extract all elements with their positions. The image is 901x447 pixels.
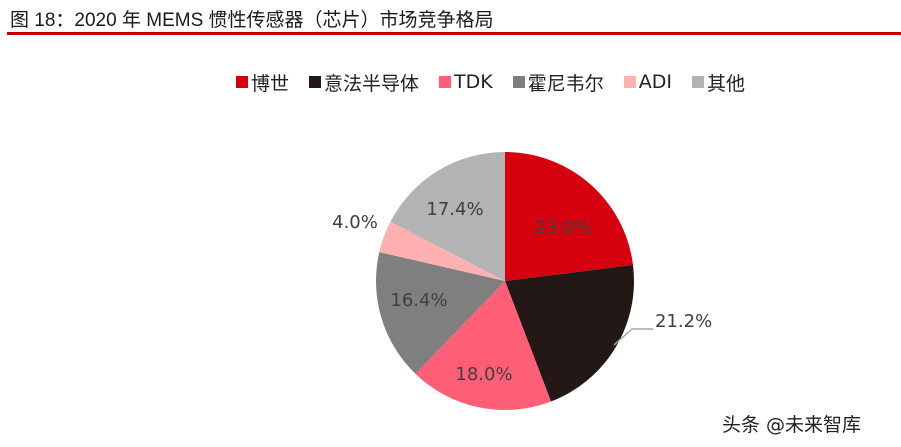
data-label-tdk: 18.0% (455, 364, 512, 385)
legend-item-tdk: TDK (439, 71, 493, 93)
leader-line-st (613, 328, 653, 346)
pie-data-labels: 23.0% 21.2% 18.0% 16.4% 4.0% 17.4% (332, 199, 712, 385)
pie-slice-tdk (415, 281, 551, 411)
watermark: 头条 @未来智库 (722, 414, 862, 436)
chart-legend: 博世 意法半导体 TDK 霍尼韦尔 ADI 其他 (236, 68, 745, 96)
data-label-st: 21.2% (655, 311, 712, 332)
legend-swatch-others (691, 76, 704, 88)
pie-slices (376, 152, 634, 411)
legend-label-others: 其他 (706, 72, 745, 95)
pie-slice-st (505, 264, 634, 402)
pie-slice-adi (379, 221, 505, 281)
data-label-others: 17.4% (426, 199, 483, 220)
legend-label-adi: ADI (638, 71, 672, 93)
legend-swatch-adi (623, 76, 636, 88)
legend-item-adi: ADI (623, 71, 672, 93)
legend-swatch-tdk (439, 76, 452, 88)
data-label-adi: 4.0% (332, 212, 378, 233)
pie-slice-others (390, 152, 505, 281)
data-label-bosch: 23.0% (534, 217, 591, 238)
pie-leader-lines (613, 328, 653, 346)
pie-slice-honeywell (376, 252, 505, 374)
legend-label-st: 意法半导体 (324, 72, 420, 95)
legend-item-bosch: 博世 (236, 69, 289, 96)
figure-title: 图 18：2020 年 MEMS 惯性传感器（芯片）市场竞争格局 (10, 10, 494, 31)
legend-item-st: 意法半导体 (309, 69, 419, 96)
pie-slice-bosch (505, 152, 633, 281)
legend-label-honeywell: 霍尼韦尔 (527, 72, 604, 95)
legend-swatch-st (309, 76, 322, 88)
legend-swatch-bosch (236, 76, 248, 88)
title-underline (7, 32, 901, 35)
legend-item-others: 其他 (691, 69, 745, 96)
legend-swatch-honeywell (512, 76, 525, 88)
legend-label-bosch: 博世 (251, 72, 290, 95)
legend-item-honeywell: 霍尼韦尔 (512, 69, 604, 96)
data-label-honeywell: 16.4% (390, 290, 447, 311)
legend-label-tdk: TDK (454, 71, 493, 93)
